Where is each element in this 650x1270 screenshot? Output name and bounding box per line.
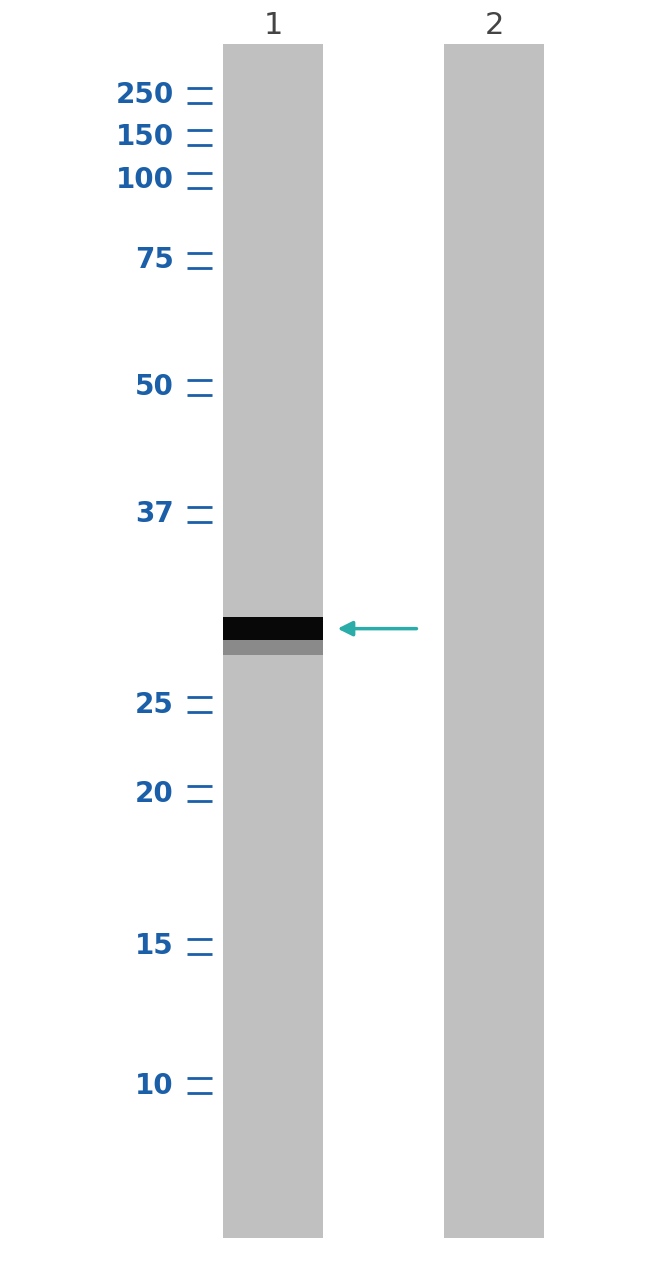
Text: 75: 75 <box>135 246 174 274</box>
Text: 15: 15 <box>135 932 174 960</box>
Text: 10: 10 <box>135 1072 174 1100</box>
Bar <box>222 617 323 640</box>
Bar <box>222 640 323 655</box>
Text: 37: 37 <box>135 500 174 528</box>
Text: 25: 25 <box>135 691 174 719</box>
Text: 250: 250 <box>116 81 174 109</box>
Text: 20: 20 <box>135 780 174 808</box>
Bar <box>443 44 545 1238</box>
Text: 150: 150 <box>116 123 174 151</box>
Text: 100: 100 <box>116 166 174 194</box>
Text: 50: 50 <box>135 373 174 401</box>
Bar <box>222 44 323 1238</box>
Text: 2: 2 <box>484 11 504 39</box>
Text: 1: 1 <box>263 11 283 39</box>
